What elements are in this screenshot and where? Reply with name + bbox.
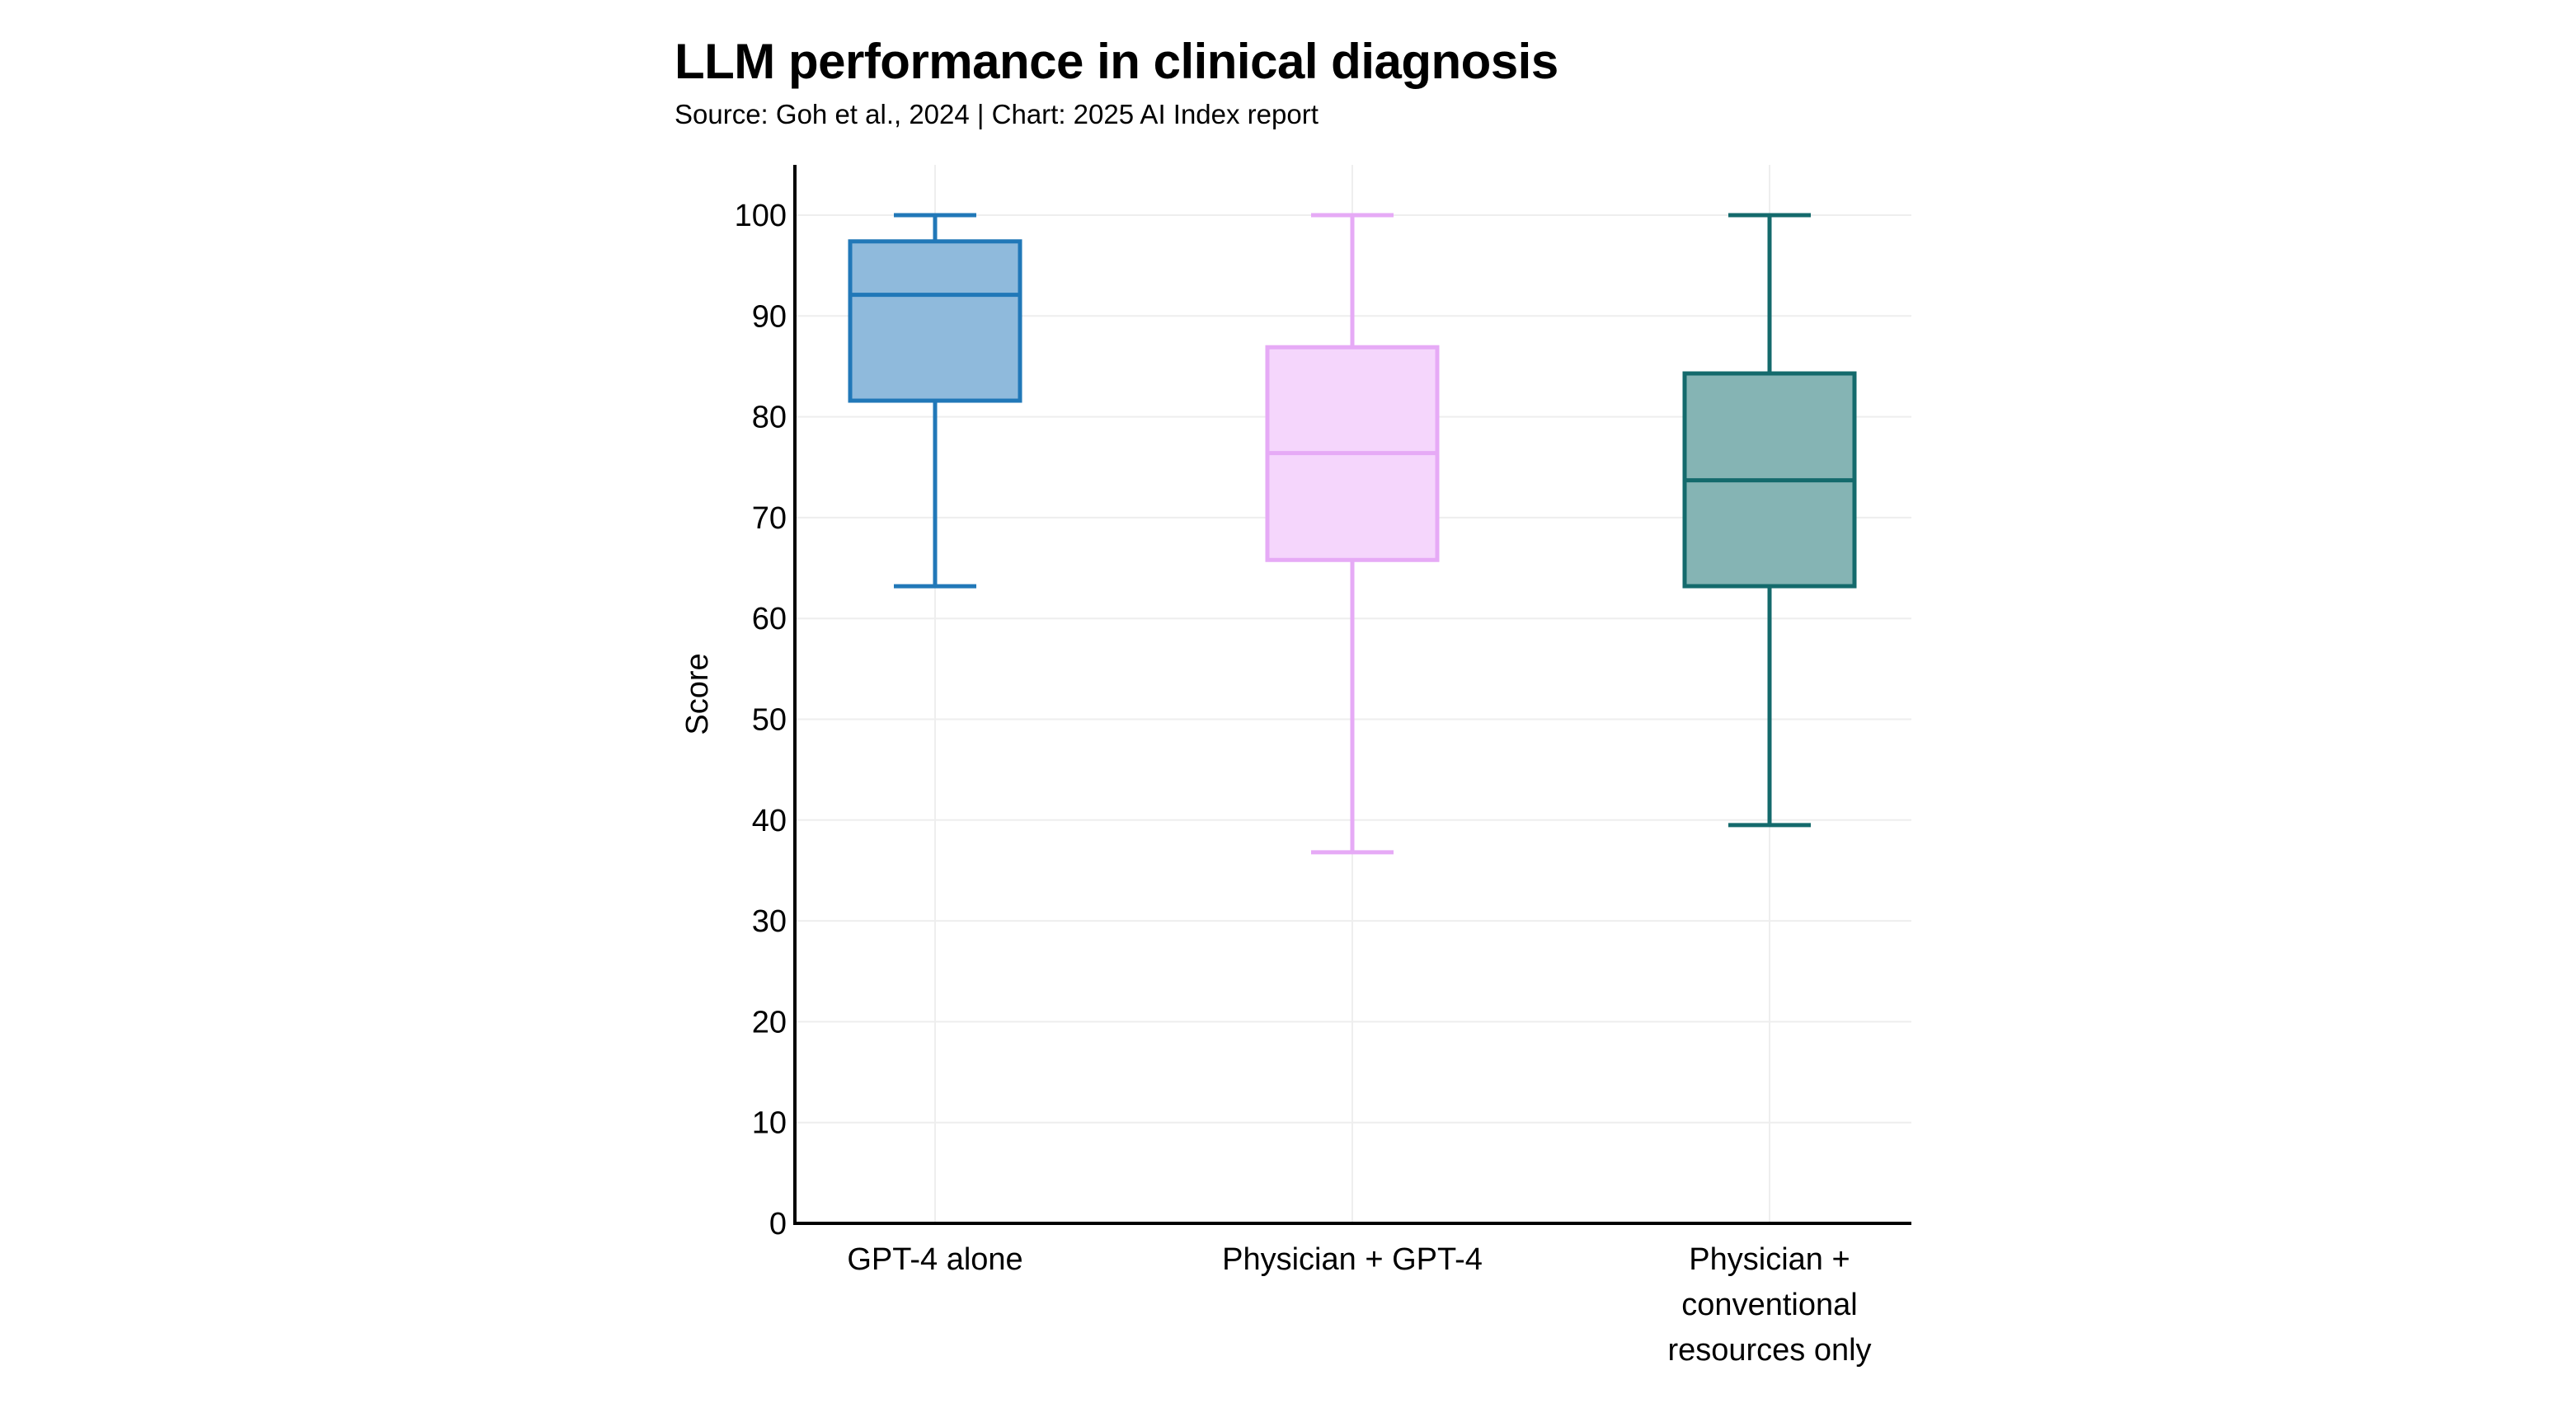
y-tick-label: 80: [752, 401, 787, 435]
x-tick-label: Physician + GPT-4: [1222, 1242, 1483, 1277]
x-tick-label-line: Physician + GPT-4: [1222, 1242, 1483, 1277]
box-2: [1265, 213, 1440, 855]
y-tick-labels: 0 10 20 30 40 50 60 70 80 90 100: [735, 199, 787, 1241]
x-tick-label: GPT-4 alone: [847, 1242, 1022, 1277]
y-tick-label: 70: [752, 501, 787, 536]
x-tick-label-line: Physician +: [1689, 1242, 1850, 1277]
y-tick-label: 100: [735, 199, 787, 233]
y-tick-label: 0: [769, 1207, 787, 1241]
y-axis-label: Score: [680, 653, 715, 735]
x-tick-label: Physician + conventional resources only: [1667, 1242, 1871, 1368]
box-1: [848, 213, 1022, 589]
chart-title: LLM performance in clinical diagnosis: [675, 34, 1558, 89]
boxes: [848, 213, 1857, 855]
y-tick-label: 20: [752, 1005, 787, 1040]
chart-subtitle: Source: Goh et al., 2024 | Chart: 2025 A…: [675, 99, 1319, 129]
x-tick-label-line: GPT-4 alone: [847, 1242, 1022, 1277]
y-tick-label: 30: [752, 904, 787, 939]
x-tick-label-line: conventional: [1681, 1288, 1857, 1322]
y-tick-label: 60: [752, 602, 787, 636]
y-tick-label: 90: [752, 299, 787, 334]
y-tick-label: 40: [752, 804, 787, 838]
iqr-box: [848, 239, 1022, 403]
y-tick-label: 10: [752, 1106, 787, 1141]
y-tick-label: 50: [752, 703, 787, 738]
box-3: [1682, 213, 1857, 828]
x-tick-label-line: resources only: [1667, 1333, 1871, 1368]
axes: [793, 165, 1911, 1225]
x-tick-labels: GPT-4 alone Physician + GPT-4 Physician + c…: [847, 1242, 1871, 1368]
